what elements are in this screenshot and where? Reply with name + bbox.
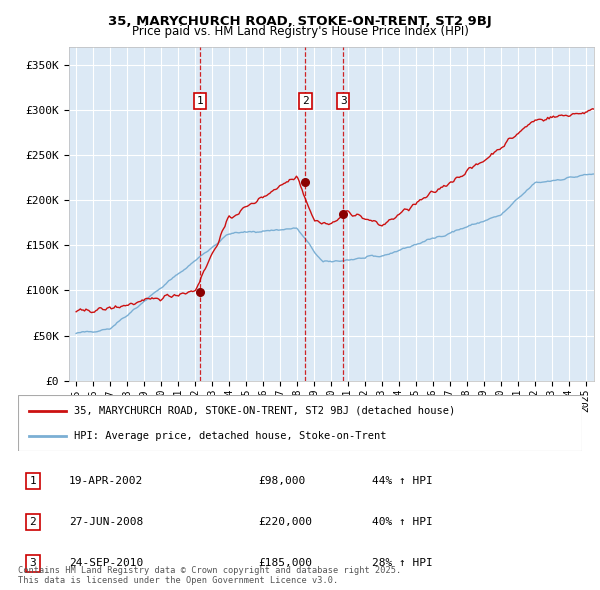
Text: Price paid vs. HM Land Registry's House Price Index (HPI): Price paid vs. HM Land Registry's House … xyxy=(131,25,469,38)
Text: £220,000: £220,000 xyxy=(258,517,312,527)
Text: 3: 3 xyxy=(29,559,37,568)
Text: 2: 2 xyxy=(302,96,309,106)
Text: £98,000: £98,000 xyxy=(258,476,305,486)
Text: 3: 3 xyxy=(340,96,347,106)
Text: 1: 1 xyxy=(29,476,37,486)
Text: £185,000: £185,000 xyxy=(258,559,312,568)
Text: 2: 2 xyxy=(29,517,37,527)
Text: 24-SEP-2010: 24-SEP-2010 xyxy=(69,559,143,568)
Text: 1: 1 xyxy=(197,96,203,106)
Text: 19-APR-2002: 19-APR-2002 xyxy=(69,476,143,486)
Text: 35, MARYCHURCH ROAD, STOKE-ON-TRENT, ST2 9BJ (detached house): 35, MARYCHURCH ROAD, STOKE-ON-TRENT, ST2… xyxy=(74,406,455,416)
Text: 35, MARYCHURCH ROAD, STOKE-ON-TRENT, ST2 9BJ: 35, MARYCHURCH ROAD, STOKE-ON-TRENT, ST2… xyxy=(108,15,492,28)
Text: 40% ↑ HPI: 40% ↑ HPI xyxy=(372,517,433,527)
Text: 44% ↑ HPI: 44% ↑ HPI xyxy=(372,476,433,486)
Text: HPI: Average price, detached house, Stoke-on-Trent: HPI: Average price, detached house, Stok… xyxy=(74,431,387,441)
Text: 27-JUN-2008: 27-JUN-2008 xyxy=(69,517,143,527)
Text: 28% ↑ HPI: 28% ↑ HPI xyxy=(372,559,433,568)
FancyBboxPatch shape xyxy=(18,395,582,451)
Text: Contains HM Land Registry data © Crown copyright and database right 2025.
This d: Contains HM Land Registry data © Crown c… xyxy=(18,566,401,585)
